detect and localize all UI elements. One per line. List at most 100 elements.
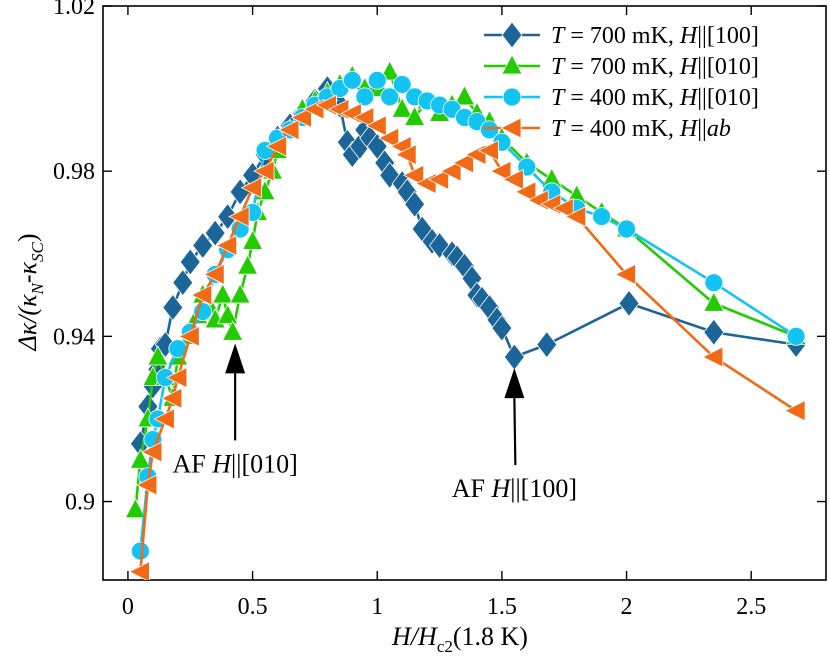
data-point (153, 408, 175, 430)
data-point (592, 207, 612, 227)
data-point (129, 448, 152, 469)
data-point (380, 87, 400, 107)
annotation-arrow-shaft (513, 398, 517, 466)
data-point (784, 400, 806, 422)
y-axis-title: Δκ/(κN-κSC) (13, 233, 47, 351)
annotation-label: AF H||[010] (173, 449, 298, 478)
data-point (124, 497, 147, 519)
data-point (179, 248, 201, 276)
data-point (536, 330, 558, 359)
y-tick-label: 0.98 (53, 159, 95, 185)
y-tick-label: 1.02 (53, 0, 95, 20)
data-point (429, 231, 451, 260)
plot-frame (102, 5, 827, 581)
data-point (240, 177, 262, 199)
data-point (203, 263, 225, 286)
data-point (355, 87, 375, 107)
axis-ticks: 0 0.5 1 1.5 2 2.5 0.9 0.94 0.98 1.02 (53, 0, 826, 620)
data-point (391, 97, 413, 118)
data-point (178, 325, 200, 348)
data-point (241, 229, 264, 250)
data-point (503, 343, 525, 371)
annotation-layer: AF H||[010] AF H||[100] (173, 343, 577, 503)
data-point (404, 190, 426, 218)
data-point (212, 283, 234, 304)
data-point (192, 231, 214, 260)
data-point (140, 441, 163, 463)
legend-marker (501, 54, 523, 75)
legend-label: T = 700 mK, H||[100] (551, 23, 759, 49)
data-point (367, 70, 387, 90)
x-axis-title: H/Hc2(1.8 K) (391, 622, 528, 656)
data-point (342, 70, 362, 90)
data-point (162, 293, 184, 322)
data-point (221, 320, 244, 341)
data-point (165, 367, 188, 389)
legend-entry-1: T = 700 mK, H||[100] (484, 21, 759, 49)
series-layer (124, 60, 807, 580)
data-point (216, 303, 239, 325)
annotation-1: AF H||[010] (173, 343, 298, 478)
y-tick-label: 0.9 (65, 490, 95, 516)
legend-marker (500, 117, 522, 139)
series-4 (128, 94, 806, 580)
legend-marker (502, 87, 522, 107)
data-point (395, 144, 417, 166)
data-point (614, 263, 636, 286)
series-1 (129, 74, 807, 458)
data-point (217, 202, 239, 231)
x-tick-label: 1.5 (487, 594, 517, 620)
y-tick-label: 0.94 (53, 324, 95, 350)
data-point (617, 219, 636, 239)
x-tick-label: 1 (371, 594, 383, 620)
legend-label: T = 400 mK, H||[010] (551, 85, 759, 111)
data-point (290, 106, 312, 129)
data-point (703, 291, 725, 312)
x-tick-label: 2.5 (736, 594, 766, 620)
data-point (786, 326, 806, 346)
data-point (490, 160, 512, 182)
data-point (147, 345, 169, 366)
data-point (265, 135, 287, 158)
data-point (135, 474, 158, 496)
data-point (352, 106, 375, 129)
data-point (701, 346, 724, 368)
legend: T = 700 mK, H||[100] T = 700 mK, H||[010]… (484, 21, 759, 142)
data-point (552, 197, 574, 219)
data-point (564, 205, 587, 228)
data-point (160, 387, 183, 409)
data-point (480, 120, 499, 140)
annotation-label: AF H||[100] (452, 474, 577, 503)
data-point (453, 84, 476, 106)
data-point (215, 234, 238, 257)
annotation-arrow-head (225, 343, 246, 374)
data-point (204, 219, 226, 247)
x-tick-label: 0.5 (238, 594, 268, 620)
data-point (228, 205, 250, 228)
legend-entry-3: T = 400 mK, H||[010] (484, 85, 759, 111)
data-point (440, 160, 462, 182)
data-point (402, 164, 425, 186)
data-point (377, 127, 400, 149)
data-point (514, 181, 537, 203)
legend-entry-2: T = 700 mK, H||[010] (484, 54, 759, 80)
data-point (278, 119, 300, 141)
data-point (190, 284, 213, 306)
data-point (392, 75, 412, 94)
legend-label: T = 400 mK, H||ab (551, 116, 731, 142)
data-point (229, 283, 251, 304)
annotation-arrow-head (504, 368, 525, 399)
legend-label: T = 700 mK, H||[010] (551, 54, 759, 80)
x-tick-label: 0 (122, 594, 134, 620)
data-point (128, 561, 150, 580)
data-point (704, 273, 724, 293)
x-tick-label: 2 (621, 594, 633, 620)
data-point (477, 139, 499, 162)
data-point (365, 115, 387, 137)
data-point (236, 254, 259, 275)
data-point (452, 152, 474, 174)
data-point (491, 314, 513, 342)
legend-entry-4: T = 400 mK, H||ab (484, 116, 731, 142)
data-point (502, 168, 524, 191)
